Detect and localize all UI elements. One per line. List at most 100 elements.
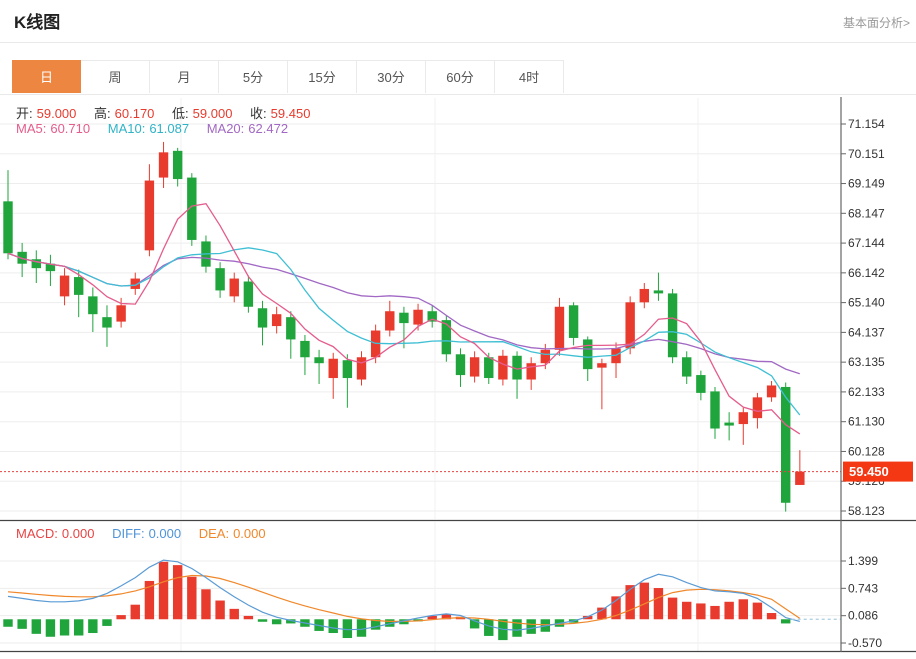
macd-bar [583, 615, 593, 620]
macd-bar [229, 608, 239, 620]
candle-body [74, 277, 84, 295]
macd-bar [31, 619, 41, 634]
candle-body [724, 422, 734, 426]
candle-body [88, 296, 98, 315]
macd-bar [484, 619, 494, 636]
candle-body [3, 201, 13, 254]
candle-body [17, 251, 27, 264]
high-label: 高: [94, 106, 111, 121]
macd-bar [356, 619, 367, 637]
tab-month[interactable]: 月 [150, 60, 219, 93]
candle-body [512, 355, 522, 380]
candle-body [144, 180, 155, 251]
candle-body [498, 355, 508, 380]
macd-bar [738, 599, 748, 620]
tab-week[interactable]: 周 [81, 60, 150, 93]
candle-body [385, 311, 395, 331]
high-value: 60.170 [114, 106, 155, 121]
axis-tick-label: 0.743 [848, 581, 878, 595]
ohlc-legend: 开: 59.000 高: 60.170 低: 59.000 收: 59.450 [16, 103, 314, 122]
macd-bar [3, 619, 13, 627]
candle-body [667, 293, 678, 358]
macd-bar [441, 614, 452, 620]
macd-bar [187, 576, 197, 620]
ma20-value: 62.472 [248, 121, 289, 136]
candle-body [215, 268, 225, 291]
axis-tick-label: 71.154 [848, 117, 885, 131]
kline-chart: 71.154 70.151 69.149 68.147 67.144 66.142 65.1… [0, 97, 916, 653]
macd-bar [257, 619, 268, 622]
macd-bar [144, 580, 155, 620]
macd-bar [130, 604, 140, 620]
axis-tick-label: 0.086 [848, 609, 878, 623]
candle-body [356, 357, 367, 380]
candle-body [752, 397, 763, 419]
macd-bar [469, 619, 480, 629]
candle-body [187, 177, 197, 240]
ma5-line [7, 202, 801, 435]
candle-body [399, 312, 409, 324]
ma20-label: MA20: [206, 121, 245, 136]
axis-tick-label: 66.142 [848, 266, 885, 280]
macd-bar [385, 619, 395, 627]
macd-bar [710, 605, 720, 620]
axis-tick-label: 62.133 [848, 385, 885, 399]
ma-legend: MA5: 60.710 MA10: 61.087 MA20: 62.472 [16, 121, 292, 136]
candle-body [554, 306, 565, 350]
macd-bar [512, 619, 522, 637]
current-price-badge [843, 461, 913, 482]
axis-tick-label: -0.570 [848, 636, 882, 650]
macd-bar [158, 561, 169, 620]
candle-body [116, 305, 126, 322]
ma10-label: MA10: [107, 121, 146, 136]
axis-tick-label: 64.137 [848, 325, 885, 339]
page-title: K线图 [14, 13, 61, 32]
candle-body [455, 354, 466, 376]
candle-body [682, 357, 692, 377]
axis-tick-label: 65.140 [848, 296, 885, 310]
axis-tick-label: 68.147 [848, 206, 885, 220]
candle-body [441, 320, 452, 355]
macd-label: MACD: [16, 526, 58, 541]
tab-60min[interactable]: 60分 [426, 60, 495, 93]
dea-label: DEA: [198, 526, 230, 541]
candle-body [413, 309, 423, 325]
candle-body [342, 360, 353, 379]
macd-bar [243, 615, 254, 620]
tab-5min[interactable]: 5分 [219, 60, 288, 93]
tab-day[interactable]: 日 [12, 60, 81, 93]
macd-bar [45, 619, 56, 637]
macd-bar [639, 582, 649, 620]
candle-body [540, 349, 551, 364]
candle-body [271, 314, 282, 327]
tab-15min[interactable]: 15分 [288, 60, 357, 93]
macd-value: 0.000 [61, 526, 95, 541]
candle-body [469, 357, 480, 377]
candle-body [31, 259, 41, 269]
interval-tab-bar: 日 周 月 5分 15分 30分 60分 4时 [12, 60, 564, 93]
macd-bar [215, 600, 225, 620]
close-label: 收: [250, 106, 267, 121]
macd-bar [653, 588, 664, 620]
macd-bar [427, 615, 437, 620]
candle-body [172, 150, 183, 180]
macd-bar [102, 619, 112, 626]
ma5-value: 60.710 [50, 121, 91, 136]
candle-body [583, 339, 593, 370]
open-value: 59.000 [36, 106, 77, 121]
candle-body [314, 357, 324, 364]
ma5-label: MA5: [16, 121, 47, 136]
candle-body [639, 288, 649, 303]
tab-4hour[interactable]: 4时 [495, 60, 564, 93]
candle-body [653, 290, 664, 294]
candle-body [795, 471, 805, 485]
axis-tick-label: 67.144 [848, 236, 885, 250]
tab-30min[interactable]: 30分 [357, 60, 426, 93]
candle-body [738, 412, 748, 425]
fundamental-analysis-link[interactable]: 基本面分析> [842, 16, 910, 30]
tabbar-bottom-border [0, 94, 916, 95]
macd-bar [781, 619, 791, 624]
macd-bar [526, 619, 536, 634]
macd-legend: MACD: 0.000 DIFF: 0.000 DEA: 0.000 [16, 526, 270, 541]
candle-body [696, 375, 706, 393]
